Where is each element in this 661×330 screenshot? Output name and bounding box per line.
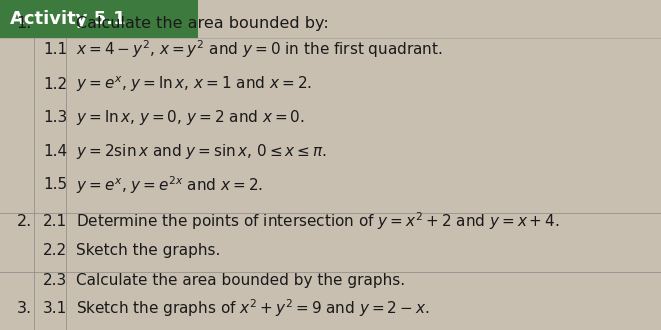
Text: 1.4: 1.4 [43,144,67,159]
Text: 1.2: 1.2 [43,77,67,92]
Text: $y = \ln x$, $y = 0$, $y = 2$ and $x = 0$.: $y = \ln x$, $y = 0$, $y = 2$ and $x = 0… [76,108,305,127]
Text: 1.5: 1.5 [43,177,67,192]
Text: Calculate the area bounded by:: Calculate the area bounded by: [76,16,329,31]
Text: Calculate the area bounded by the graphs.: Calculate the area bounded by the graphs… [76,273,405,288]
Text: 2.1: 2.1 [43,214,67,229]
Text: $y = 2\sin x$ and $y = \sin x$, $0 \leq x \leq \pi$.: $y = 2\sin x$ and $y = \sin x$, $0 \leq … [76,142,327,161]
Text: $y = e^x$, $y = \ln x$, $x = 1$ and $x = 2$.: $y = e^x$, $y = \ln x$, $x = 1$ and $x =… [76,74,312,94]
Text: Sketch the graphs.: Sketch the graphs. [76,243,220,258]
FancyBboxPatch shape [0,0,198,38]
Text: 1.3: 1.3 [43,110,67,125]
Text: 1.: 1. [17,16,32,31]
Text: 2.3: 2.3 [43,273,67,288]
Text: 3.1: 3.1 [43,301,67,316]
Text: 2.: 2. [17,214,32,229]
Text: $y = e^x$, $y = e^{2x}$ and $x = 2$.: $y = e^x$, $y = e^{2x}$ and $x = 2$. [76,174,263,196]
Text: Determine the points of intersection of $y = x^2 + 2$ and $y = x + 4$.: Determine the points of intersection of … [76,210,560,232]
Text: 3.: 3. [17,301,32,316]
Text: Activity 5.1: Activity 5.1 [10,10,126,28]
Text: 2.2: 2.2 [43,243,67,258]
Text: Sketch the graphs of $x^2 + y^2 = 9$ and $y = 2 - x$.: Sketch the graphs of $x^2 + y^2 = 9$ and… [76,298,430,319]
Text: $x = 4 - y^2$, $x = y^2$ and $y = 0$ in the first quadrant.: $x = 4 - y^2$, $x = y^2$ and $y = 0$ in … [76,39,443,60]
Text: 1.1: 1.1 [43,42,67,57]
